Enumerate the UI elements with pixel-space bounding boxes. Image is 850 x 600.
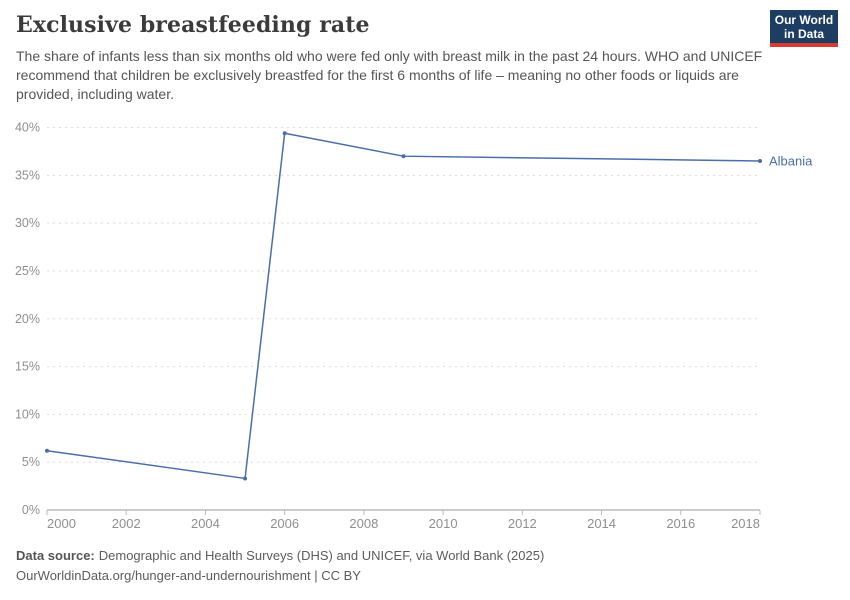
chart-footer: Data source: Demographic and Health Surve… — [16, 546, 544, 586]
y-axis-tick-label: 35% — [15, 168, 40, 182]
x-axis-tick-label: 2000 — [47, 516, 76, 531]
x-axis-tick-label: 2008 — [349, 516, 378, 531]
line-chart: 0% 5% 10% 15% 20% 25% 30% 35% 40% 2000 2002 2004 200… — [0, 112, 850, 544]
data-point — [401, 154, 406, 159]
data-point — [758, 158, 762, 163]
y-axis-tick-label: 40% — [15, 121, 40, 135]
x-axis-tick-label: 2012 — [508, 516, 537, 531]
y-axis-tick-label: 25% — [15, 264, 40, 278]
y-axis-tick-label: 10% — [15, 407, 40, 421]
y-axis-tick-label: 15% — [15, 360, 40, 374]
owid-logo-line1: Our World — [774, 12, 834, 27]
owid-logo-line2: in Data — [783, 26, 824, 41]
y-axis-tick-label: 5% — [22, 455, 40, 469]
series-end-label: Albania — [769, 153, 813, 168]
chart-svg: 0% 5% 10% 15% 20% 25% 30% 35% 40% 2000 2002 2004 200… — [15, 121, 813, 532]
y-axis-tick-label: 20% — [15, 312, 40, 326]
y-axis-tick-label: 0% — [22, 503, 40, 517]
data-point — [282, 131, 287, 136]
chart-subtitle: The share of infants less than six month… — [16, 48, 763, 102]
x-axis-tick-label: 2018 — [731, 516, 760, 531]
data-point — [243, 476, 248, 481]
owid-logo: Our World in Data — [770, 10, 838, 47]
data-source-line: Data source: Demographic and Health Surve… — [16, 546, 544, 566]
data-point — [45, 448, 49, 453]
x-axis-tick-label: 2016 — [666, 516, 695, 531]
series-line — [46, 132, 761, 480]
data-source-label: Data source: — [16, 548, 95, 563]
y-axis-tick-label: 30% — [15, 216, 40, 230]
data-source-text: Demographic and Health Surveys (DHS) and… — [98, 548, 545, 563]
x-axis-tick-label: 2004 — [191, 516, 220, 531]
x-axis-tick-label: 2006 — [270, 516, 299, 531]
attribution-line: OurWorldinData.org/hunger-and-undernouri… — [16, 568, 361, 583]
page-title: Exclusive breastfeeding rate — [16, 12, 370, 38]
x-axis-tick-label: 2010 — [429, 516, 458, 531]
x-axis-tick-label: 2002 — [112, 516, 141, 531]
x-axis-tick-label: 2014 — [587, 516, 616, 531]
